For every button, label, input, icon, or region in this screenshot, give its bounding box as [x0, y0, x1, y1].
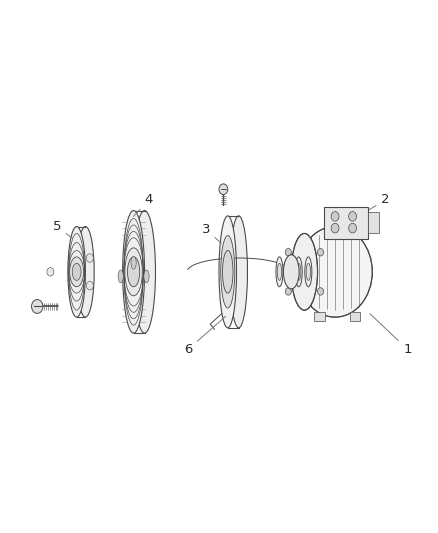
Ellipse shape: [286, 257, 293, 287]
Text: 5: 5: [53, 220, 72, 238]
Ellipse shape: [123, 211, 145, 333]
Circle shape: [318, 248, 324, 256]
Ellipse shape: [283, 255, 299, 289]
Bar: [314, 312, 325, 321]
Text: 4: 4: [133, 193, 153, 216]
Ellipse shape: [223, 251, 233, 293]
Ellipse shape: [134, 211, 155, 333]
Ellipse shape: [131, 256, 136, 269]
Ellipse shape: [125, 248, 142, 296]
Ellipse shape: [77, 227, 94, 317]
Circle shape: [331, 212, 339, 221]
Ellipse shape: [68, 227, 85, 317]
Circle shape: [349, 223, 357, 233]
Ellipse shape: [221, 236, 235, 308]
Ellipse shape: [298, 227, 372, 317]
Ellipse shape: [118, 270, 124, 282]
Ellipse shape: [70, 257, 84, 287]
Text: 1: 1: [370, 314, 412, 356]
Ellipse shape: [297, 263, 301, 280]
Ellipse shape: [277, 263, 282, 280]
Ellipse shape: [305, 257, 312, 287]
Ellipse shape: [72, 263, 81, 280]
Ellipse shape: [219, 216, 237, 328]
Text: 3: 3: [201, 223, 221, 243]
Ellipse shape: [127, 257, 140, 287]
Circle shape: [285, 248, 291, 256]
Ellipse shape: [276, 257, 283, 287]
Ellipse shape: [287, 263, 291, 280]
Ellipse shape: [295, 257, 302, 287]
Text: 2: 2: [353, 193, 390, 220]
Circle shape: [331, 223, 339, 233]
Circle shape: [219, 184, 228, 195]
Bar: [368, 212, 379, 233]
Circle shape: [86, 281, 93, 290]
Circle shape: [349, 212, 357, 221]
Circle shape: [86, 254, 93, 262]
Circle shape: [285, 288, 291, 295]
Ellipse shape: [306, 263, 311, 280]
Text: 6: 6: [184, 316, 226, 356]
Ellipse shape: [230, 216, 247, 328]
Circle shape: [47, 268, 54, 276]
Circle shape: [318, 288, 324, 295]
FancyBboxPatch shape: [324, 207, 368, 239]
Ellipse shape: [291, 233, 318, 310]
Bar: [350, 312, 360, 321]
Circle shape: [32, 300, 43, 313]
Ellipse shape: [144, 270, 149, 282]
